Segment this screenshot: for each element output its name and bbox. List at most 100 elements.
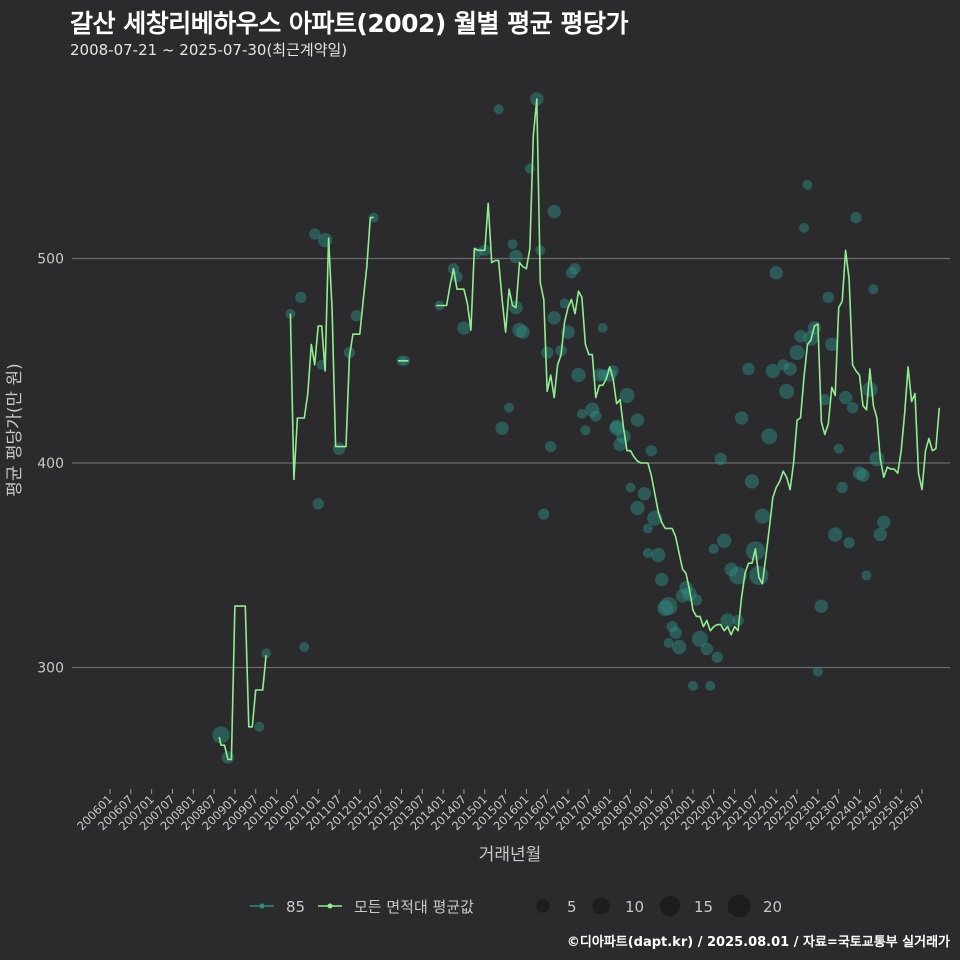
- bubble-point: [846, 402, 859, 414]
- bubble-point: [861, 570, 872, 581]
- bubble-point: [569, 263, 581, 275]
- bubble-point: [580, 425, 591, 436]
- bubble-point: [299, 642, 310, 653]
- bubble-point: [350, 310, 363, 322]
- chart-subtitle: 2008-07-21 ~ 2025-07-30(최근계약일): [70, 41, 348, 59]
- bubble-point: [850, 211, 862, 224]
- bubble-point: [819, 393, 831, 406]
- bubble-point: [873, 527, 888, 542]
- bubble-point: [838, 390, 853, 405]
- bubble-point: [869, 451, 885, 467]
- bubble-point: [559, 298, 570, 309]
- bubble-point: [663, 637, 674, 648]
- bubble-point: [717, 533, 732, 548]
- bubble-point: [769, 266, 783, 280]
- bubble-point: [541, 346, 554, 359]
- line-series: [218, 98, 941, 761]
- legend-size-15: [659, 895, 681, 917]
- bubble-point: [708, 543, 719, 554]
- bubble-point: [507, 239, 518, 250]
- bubble-point: [812, 666, 823, 677]
- bubble-point: [642, 548, 653, 558]
- bubble-point: [254, 721, 265, 732]
- chart-title: 갈산 세창리베하우스 아파트(2002) 월별 평균 평당가: [70, 9, 628, 38]
- bubble-series: [212, 92, 891, 764]
- bubble-point: [312, 498, 324, 510]
- bubble-point: [495, 421, 509, 435]
- bubble-point: [295, 291, 307, 303]
- bubble-point: [625, 482, 636, 493]
- bubble-point: [261, 648, 272, 659]
- bubble-point: [877, 515, 891, 530]
- bubble-point: [509, 249, 523, 264]
- bubble-point: [862, 381, 878, 397]
- bubble-point: [714, 452, 727, 466]
- bubble-point: [368, 212, 379, 223]
- bubble-point: [802, 179, 813, 190]
- bubble-point: [576, 408, 587, 419]
- bubble-point: [799, 222, 809, 233]
- bubble-point: [868, 284, 879, 295]
- bubble-point: [571, 367, 586, 383]
- credit-line: ©디아파트(dapt.kr) / 2025.08.01 / 자료=국토교통부 실…: [566, 935, 950, 950]
- bubble-point: [642, 523, 653, 534]
- bubble-point: [504, 402, 515, 413]
- bubble-point: [332, 442, 346, 455]
- bubble-point: [744, 474, 760, 489]
- bubble-point: [590, 410, 602, 422]
- y-tick-label-500: 500: [37, 252, 64, 268]
- line-segment: [289, 216, 374, 481]
- bubble-point: [524, 163, 535, 174]
- x-axis-label: 거래년월: [479, 845, 542, 865]
- bubble-point: [711, 651, 723, 663]
- bubble-point: [761, 428, 778, 445]
- legend-size-label-20: 20: [763, 898, 782, 916]
- bubble-point: [619, 387, 635, 404]
- bubble-point: [309, 228, 321, 240]
- y-axis-ticks: 300 400 500: [37, 252, 64, 677]
- bubble-point: [630, 413, 645, 427]
- bubble-point: [516, 325, 530, 339]
- legend-size-20: [727, 894, 751, 918]
- bubble-point: [547, 311, 561, 325]
- bubble-point: [814, 599, 829, 613]
- bubble-point: [836, 481, 848, 494]
- line-segment: [218, 605, 267, 761]
- bubble-point: [779, 383, 795, 399]
- legend-size-10: [592, 897, 610, 915]
- bubble-point: [720, 613, 735, 628]
- bubble-point: [833, 443, 844, 454]
- legend-size-5: [536, 899, 550, 913]
- legend-85-dot: [259, 903, 265, 909]
- legend-size-label-15: 15: [694, 898, 713, 916]
- legend: 85 모든 면적대 평균값 5 10 15 20: [250, 894, 782, 918]
- bubble-point: [637, 486, 652, 501]
- bubble-point: [742, 362, 755, 376]
- bubble-point: [630, 500, 645, 516]
- bubble-point: [705, 680, 716, 691]
- bubble-point: [317, 232, 333, 248]
- bubble-point: [825, 337, 839, 352]
- bubble-point: [691, 630, 708, 647]
- y-tick-label-300: 300: [37, 661, 64, 677]
- bubble-point: [754, 508, 770, 524]
- bubble-point: [789, 345, 805, 361]
- bubble-point: [843, 537, 855, 549]
- y-tick-label-400: 400: [37, 456, 64, 472]
- bubble-point: [545, 441, 557, 453]
- bubble-point: [690, 594, 703, 606]
- legend-size-label-5: 5: [567, 898, 577, 916]
- bubble-point: [538, 508, 550, 520]
- bubble-point: [729, 566, 748, 585]
- bubble-point: [659, 597, 678, 616]
- bubble-point: [547, 204, 561, 219]
- bubble-point: [732, 614, 744, 627]
- bubble-point: [783, 362, 797, 376]
- legend-avg-dot: [327, 903, 333, 909]
- bubble-point: [655, 572, 669, 587]
- bubble-point: [765, 363, 780, 379]
- legend-avg-label: 모든 면적대 평균값: [354, 898, 474, 916]
- bubble-point: [734, 411, 749, 425]
- x-axis-ticks: 2006012006072007012007072008012008072009…: [74, 789, 927, 833]
- bubble-point: [645, 445, 657, 457]
